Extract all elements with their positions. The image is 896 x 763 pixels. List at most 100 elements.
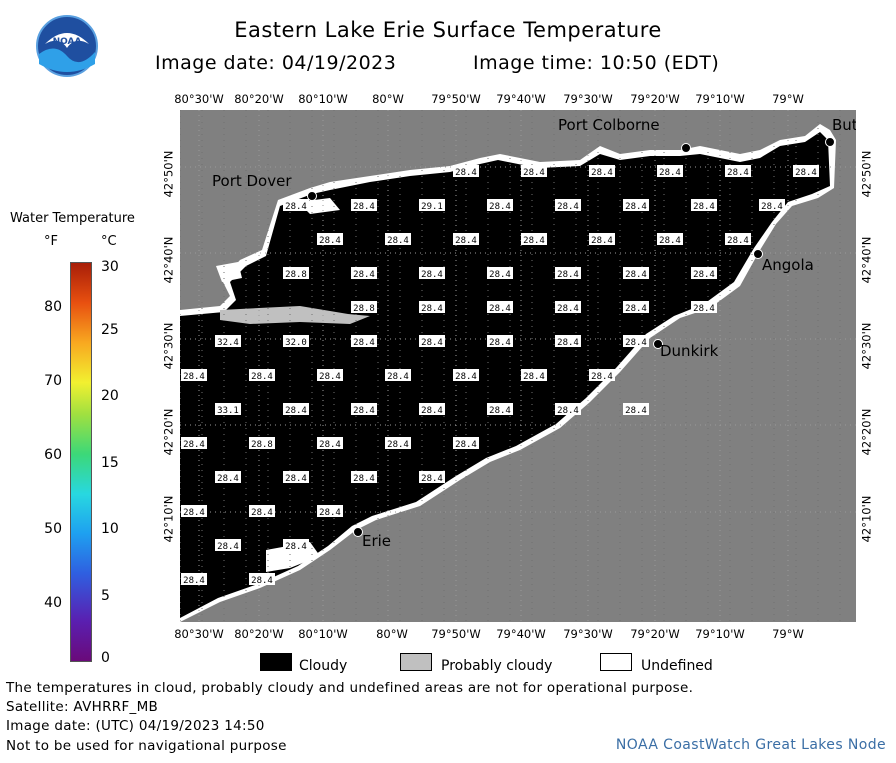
- temperature-label: 28.4: [555, 335, 581, 348]
- temperature-label: 32.0: [283, 335, 309, 348]
- temperature-label: 28.4: [623, 403, 649, 416]
- temperature-label-box: [215, 471, 241, 483]
- temperature-label: 28.4: [453, 233, 479, 246]
- temperature-label: 28.4: [181, 369, 207, 382]
- temperature-label: 28.4: [657, 233, 683, 246]
- temperature-label-box: [691, 267, 717, 279]
- temperature-label: 28.4: [487, 199, 513, 212]
- temperature-label-box: [453, 369, 479, 381]
- lat-label-right: 42°40'N: [859, 236, 874, 284]
- colorbar-unit-c: °C: [101, 234, 117, 249]
- temperature-label-box: [351, 199, 377, 211]
- place-name: Dunkirk: [660, 342, 719, 360]
- lon-label: 79°10'W: [695, 627, 745, 641]
- temperature-value: 28.4: [285, 406, 307, 416]
- temperature-label-box: [283, 471, 309, 483]
- lon-label: 80°10'W: [298, 92, 348, 106]
- temperature-value: 28.4: [625, 270, 647, 280]
- temperature-value: 28.4: [727, 168, 749, 178]
- temperature-label-box: [793, 165, 819, 177]
- temperature-label: 28.4: [351, 471, 377, 484]
- place-name: Erie: [362, 532, 391, 550]
- temperature-label-box: [521, 369, 547, 381]
- temperature-value: 28.4: [625, 304, 647, 314]
- temperature-label: 28.4: [351, 199, 377, 212]
- temperature-value: 28.4: [489, 270, 511, 280]
- temperature-value: 28.4: [557, 202, 579, 212]
- temperature-value: 28.4: [251, 576, 273, 586]
- temperature-label: 28.8: [249, 437, 275, 450]
- temperature-value: 28.4: [387, 236, 409, 246]
- temperature-value: 28.4: [183, 576, 205, 586]
- temperature-label: 28.4: [419, 267, 445, 280]
- colorbar-tick-f: 80: [44, 299, 62, 315]
- temperature-label-box: [555, 267, 581, 279]
- temperature-label-box: [521, 165, 547, 177]
- temperature-label: 28.4: [657, 165, 683, 178]
- temperature-value: 28.4: [251, 508, 273, 518]
- temperature-label-box: [317, 369, 343, 381]
- temperature-label: 28.4: [521, 165, 547, 178]
- colorbar-tick-c: 20: [101, 388, 119, 404]
- temperature-value: 28.4: [727, 236, 749, 246]
- temperature-label: 28.4: [589, 233, 615, 246]
- lon-label: 79°50'W: [431, 627, 481, 641]
- temperature-value: 28.4: [455, 168, 477, 178]
- temperature-label: 28.4: [181, 573, 207, 586]
- utc-date-text: Image date: (UTC) 04/19/2023 14:50: [6, 718, 265, 734]
- legend-swatch-cloudy: [260, 653, 292, 671]
- temperature-value: 28.4: [489, 202, 511, 212]
- place-markers: Port Colborne But Port Dover Angola Dunkirk E…: [212, 116, 856, 550]
- temperature-value: 28.4: [489, 406, 511, 416]
- temperature-label: 28.4: [385, 369, 411, 382]
- satellite-text: Satellite: AVHRRF_MB: [6, 699, 159, 715]
- temperature-label-box: [215, 403, 241, 415]
- lon-label: 80°20'W: [234, 92, 284, 106]
- temperature-label: 28.4: [691, 199, 717, 212]
- temperature-label: 28.4: [487, 403, 513, 416]
- temperature-label: 28.4: [589, 369, 615, 382]
- temperature-value: 28.4: [591, 236, 613, 246]
- temperature-label-box: [317, 233, 343, 245]
- temperature-label-box: [181, 437, 207, 449]
- temperature-value: 28.4: [455, 440, 477, 450]
- temperature-value: 28.8: [251, 440, 273, 450]
- temperature-label-box: [521, 233, 547, 245]
- temperature-value: 33.1: [217, 406, 239, 416]
- colorbar-tick-f: 60: [44, 447, 62, 463]
- temperature-label-box: [725, 165, 751, 177]
- colorbar-unit-f: °F: [44, 234, 58, 249]
- temperature-label: 28.4: [453, 437, 479, 450]
- colorbar-title: Water Temperature: [10, 211, 135, 226]
- temperature-label-box: [215, 335, 241, 347]
- temperature-value: 28.4: [251, 372, 273, 382]
- temperature-label: 28.4: [793, 165, 819, 178]
- colorbar-tick-f: 70: [44, 373, 62, 389]
- temperature-label: 28.4: [453, 165, 479, 178]
- temperature-label-box: [453, 165, 479, 177]
- temperature-label-box: [283, 403, 309, 415]
- temperature-label-box: [487, 403, 513, 415]
- temperature-value: 28.4: [693, 202, 715, 212]
- colorbar: [70, 262, 92, 662]
- temperature-label-box: [487, 301, 513, 313]
- temperature-label-box: [623, 335, 649, 347]
- temperature-label-box: [623, 403, 649, 415]
- place-marker-icon: [307, 191, 317, 201]
- temperature-label-box: [453, 437, 479, 449]
- place-marker-icon: [681, 143, 691, 153]
- lon-label: 80°30'W: [174, 92, 224, 106]
- lat-label-right: 42°50'N: [859, 150, 874, 198]
- colorbar-tick-f: 50: [44, 521, 62, 537]
- temperature-label: 28.4: [283, 403, 309, 416]
- temperature-label-box: [623, 267, 649, 279]
- temperature-label-box: [351, 403, 377, 415]
- temperature-label-box: [487, 199, 513, 211]
- temperature-value: 28.4: [523, 372, 545, 382]
- temperature-value: 28.4: [659, 168, 681, 178]
- temperature-label: 28.4: [283, 539, 309, 552]
- lon-label: 79°40'W: [496, 92, 546, 106]
- temperature-label: 28.4: [317, 233, 343, 246]
- temperature-value: 28.4: [421, 474, 443, 484]
- temperature-label-box: [589, 233, 615, 245]
